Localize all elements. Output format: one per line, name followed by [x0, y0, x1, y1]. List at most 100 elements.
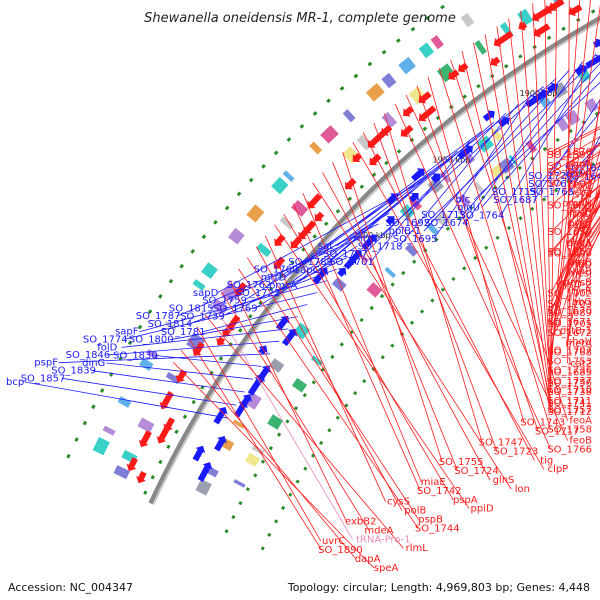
tick-mark	[590, 162, 596, 167]
reverse-gene-label: SO_1671	[547, 317, 592, 328]
tick-mark	[290, 260, 295, 265]
reverse-gene-label: SO_1738	[547, 387, 592, 398]
tick-mark	[518, 216, 523, 221]
gene-arrow	[274, 234, 286, 247]
leader-line	[550, 0, 558, 373]
tick-mark	[495, 235, 500, 240]
tick-mark	[299, 124, 305, 129]
leader-line	[427, 76, 525, 423]
tick-mark	[147, 309, 153, 315]
gene-arrow	[352, 152, 362, 163]
gene-arrow	[337, 267, 347, 278]
tick-mark	[412, 259, 417, 264]
gene-arrow	[493, 30, 514, 47]
leader-line	[567, 97, 600, 344]
feature-class-block	[436, 63, 456, 83]
gene-arrow	[369, 153, 382, 166]
tick-mark	[224, 529, 229, 534]
tick-mark	[371, 172, 377, 177]
feature-class-block	[92, 436, 110, 456]
reverse-gene-label: SO_1741	[547, 398, 592, 409]
gene-arrow	[175, 369, 187, 383]
forward-gene-label: SO_1815	[169, 303, 214, 314]
tick-mark	[323, 221, 329, 227]
forward-gene-label: SO_1814	[148, 319, 193, 330]
leader-line	[173, 362, 375, 569]
leader-line	[293, 191, 412, 286]
gene-arrow	[403, 105, 414, 117]
reverse-gene-label: tRNA-Pro-1	[356, 534, 411, 545]
gene-arrow	[592, 38, 600, 49]
tick-mark	[344, 403, 349, 408]
tick-mark	[228, 342, 233, 347]
reverse-gene-label: purU	[568, 181, 592, 192]
tick-mark	[359, 184, 365, 189]
tick-mark	[339, 85, 345, 91]
reverse-gene-label: SO_1652	[547, 247, 592, 258]
tick-mark	[174, 429, 179, 434]
leader-line	[567, 171, 600, 342]
tick-mark	[311, 380, 316, 385]
leader-line	[496, 26, 552, 402]
leader-line	[520, 10, 552, 384]
leader-line	[312, 182, 512, 490]
leader-line	[121, 328, 289, 348]
reverse-gene-label: rlmL	[406, 543, 429, 554]
reverse-gene-label: feoB	[569, 436, 592, 447]
gene-arrow	[159, 391, 174, 410]
reverse-gene-label: feoA	[569, 416, 592, 427]
leader-line	[204, 314, 404, 549]
tick-mark	[554, 188, 559, 193]
forward-gene-label: blc	[456, 195, 471, 206]
tick-mark	[201, 234, 207, 240]
feature-class-block	[204, 465, 219, 478]
feature-class-block	[473, 181, 485, 194]
feature-class-block	[309, 141, 323, 155]
reverse-gene-label: SO_1605	[547, 161, 592, 172]
backbone-highlight	[152, 20, 600, 505]
feature-class-block	[418, 42, 435, 59]
reverse-gene-label: cysS	[387, 497, 410, 508]
leader-line	[550, 104, 600, 351]
leader-line	[550, 202, 600, 312]
reverse-strand-features	[126, 0, 583, 484]
gene-arrow	[482, 110, 495, 122]
genome-backbone	[148, 15, 600, 505]
leader-line	[217, 180, 423, 294]
leader-line	[302, 192, 422, 483]
tick-mark	[430, 298, 435, 303]
leader-line	[384, 113, 483, 443]
reverse-gene-label: clpP	[548, 464, 569, 475]
reverse-gene-label: SO_1736	[547, 365, 592, 376]
reverse-gene-label: SO_1705	[547, 319, 592, 330]
reverse-gene-label: miaE	[421, 477, 446, 488]
leader-line	[550, 4, 600, 353]
label-leader-lines	[24, 0, 600, 569]
feature-class-block	[457, 193, 472, 208]
feature-class-block	[564, 109, 581, 126]
forward-gene-label: SO_1720	[528, 171, 573, 182]
tick-mark	[401, 270, 406, 276]
forward-gene-label: sapD	[193, 288, 219, 299]
leader-line	[274, 224, 470, 509]
tick-mark	[127, 340, 133, 346]
forward-gene-label: sapF	[115, 327, 139, 338]
reverse-gene-label: pspB	[418, 515, 443, 526]
reverse-gene-label: SO_1756	[547, 378, 592, 389]
leader-line	[405, 94, 568, 441]
reverse-gene-label: phnA	[566, 159, 592, 170]
tick-mark	[182, 414, 188, 420]
feature-class-block	[427, 177, 444, 194]
tick-mark	[288, 492, 293, 497]
tick-mark	[440, 287, 445, 292]
forward-gene-label: SO_1760	[254, 264, 299, 275]
leader-line	[433, 94, 532, 240]
reverse-gene-label: rfbD	[570, 260, 592, 271]
tick-mark	[484, 245, 489, 250]
leader-line	[484, 34, 552, 410]
gene-arrow	[518, 21, 528, 31]
reverse-gene-label: tig	[540, 455, 553, 466]
reverse-gene-label: SO_1690	[547, 249, 592, 260]
tick-mark	[281, 505, 286, 510]
reverse-gene-label: lon	[515, 484, 530, 495]
